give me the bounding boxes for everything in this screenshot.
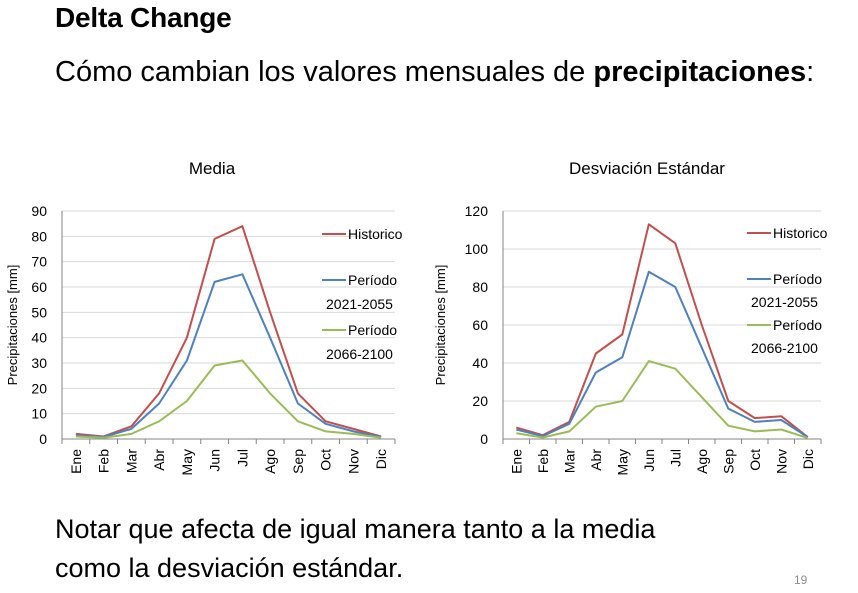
media-chart-title: Media [189,159,236,178]
media-ytick-label: 60 [31,279,47,295]
media-series-line-periodo_2021_2055 [75,273,382,438]
note-line-2: como la desviación estándar. [55,553,404,583]
sd-ytick-label: 20 [472,393,488,409]
media-xtick-label: Mar [123,449,139,473]
sd-xtick-label: Ago [694,449,710,474]
sd-ylabel: Precipitaciones [mm] [433,265,448,386]
sd-xtick-label: May [614,449,630,475]
sd-xtick-label: Oct [747,449,763,471]
media-xtick-label: Sep [290,449,306,474]
media-ylabel: Precipitaciones [mm] [5,265,20,386]
media-legend-label-periodo_2066_2100: Período [348,322,397,338]
media-legend-label-periodo_2021_2055: Período [348,272,397,288]
slide-subtitle: Cómo cambian los valores mensuales de pr… [55,56,814,89]
sd-legend-label-periodo_2066_2100: 2066-2100 [751,340,818,356]
sd-xtick-label: Jun [641,449,657,472]
media-ytick-label: 70 [31,254,47,270]
sd-legend-label-periodo_2021_2055: Período [773,271,822,287]
sd-xtick-label: Jul [667,449,683,467]
media-legend-label-historico: Historico [348,226,403,242]
media-ytick-label: 0 [39,431,47,447]
media-xtick-label: Dic [373,449,389,469]
media-ytick-label: 10 [31,406,47,422]
subtitle-suffix: : [806,56,815,88]
sd-xtick-label: Abr [588,449,604,471]
media-ytick-label: 30 [31,355,47,371]
sd-ytick-label: 80 [472,279,488,295]
media-series-line-periodo_2066_2100 [75,359,382,439]
media-xtick-label: May [179,449,195,475]
sd-xtick-label: Sep [720,449,736,474]
media-xtick-label: Feb [96,449,112,473]
slide-note: Notar que afecta de igual manera tanto a… [55,510,815,588]
sd-ytick-label: 60 [472,317,488,333]
sd-series-line-historico [516,223,809,438]
sd-legend-label-historico: Historico [773,225,828,241]
sd-series-line-periodo_2066_2100 [516,360,809,440]
subtitle-bold: precipitaciones [593,56,807,88]
sd-xtick-label: Ene [508,449,524,474]
note-line-1: Notar que afecta de igual manera tanto a… [55,514,656,544]
media-ytick-label: 20 [31,380,47,396]
sd-ytick-label: 100 [465,241,489,257]
sd-xtick-label: Nov [773,449,789,474]
media-xtick-label: Nov [345,449,361,474]
media-xtick-label: Ene [68,449,84,474]
media-ytick-label: 40 [31,330,47,346]
media-xtick-label: Jul [234,449,250,467]
media-xtick-label: Ago [262,449,278,474]
media-legend-label-periodo_2021_2055: 2021-2055 [326,296,393,312]
media-series-line-historico [75,225,382,438]
sd-series-line-periodo_2021_2055 [516,270,809,438]
sd-ytick-label: 0 [480,431,488,447]
slide-title: Delta Change [55,2,232,33]
page-number: 19 [794,573,808,587]
chart-media: Media 0 10 20 30 40 50 60 70 80 90 Ene Feb Mar Abr May J… [5,159,403,475]
media-legend-label-periodo_2066_2100: 2066-2100 [326,346,393,362]
media-xtick-label: Abr [151,449,167,471]
chart-desviacion-estandar: Desviación Estándar 0 20 40 60 80 100 120 Ene Feb… [433,159,828,475]
sd-ytick-label: 40 [472,355,488,371]
sd-xtick-label: Dic [800,449,816,469]
media-ytick-label: 90 [31,203,47,219]
media-ytick-label: 50 [31,304,47,320]
media-ytick-label: 80 [31,228,47,244]
sd-legend-label-periodo_2021_2055: 2021-2055 [751,294,818,310]
media-xtick-label: Jun [207,449,223,472]
sd-xtick-label: Feb [535,449,551,473]
sd-ytick-label: 120 [465,203,489,219]
media-xtick-label: Oct [318,449,334,471]
sd-xtick-label: Mar [561,449,577,473]
sd-chart-title: Desviación Estándar [569,159,725,178]
sd-legend-label-periodo_2066_2100: Período [773,317,822,333]
subtitle-prefix: Cómo cambian los valores mensuales de [55,56,594,88]
